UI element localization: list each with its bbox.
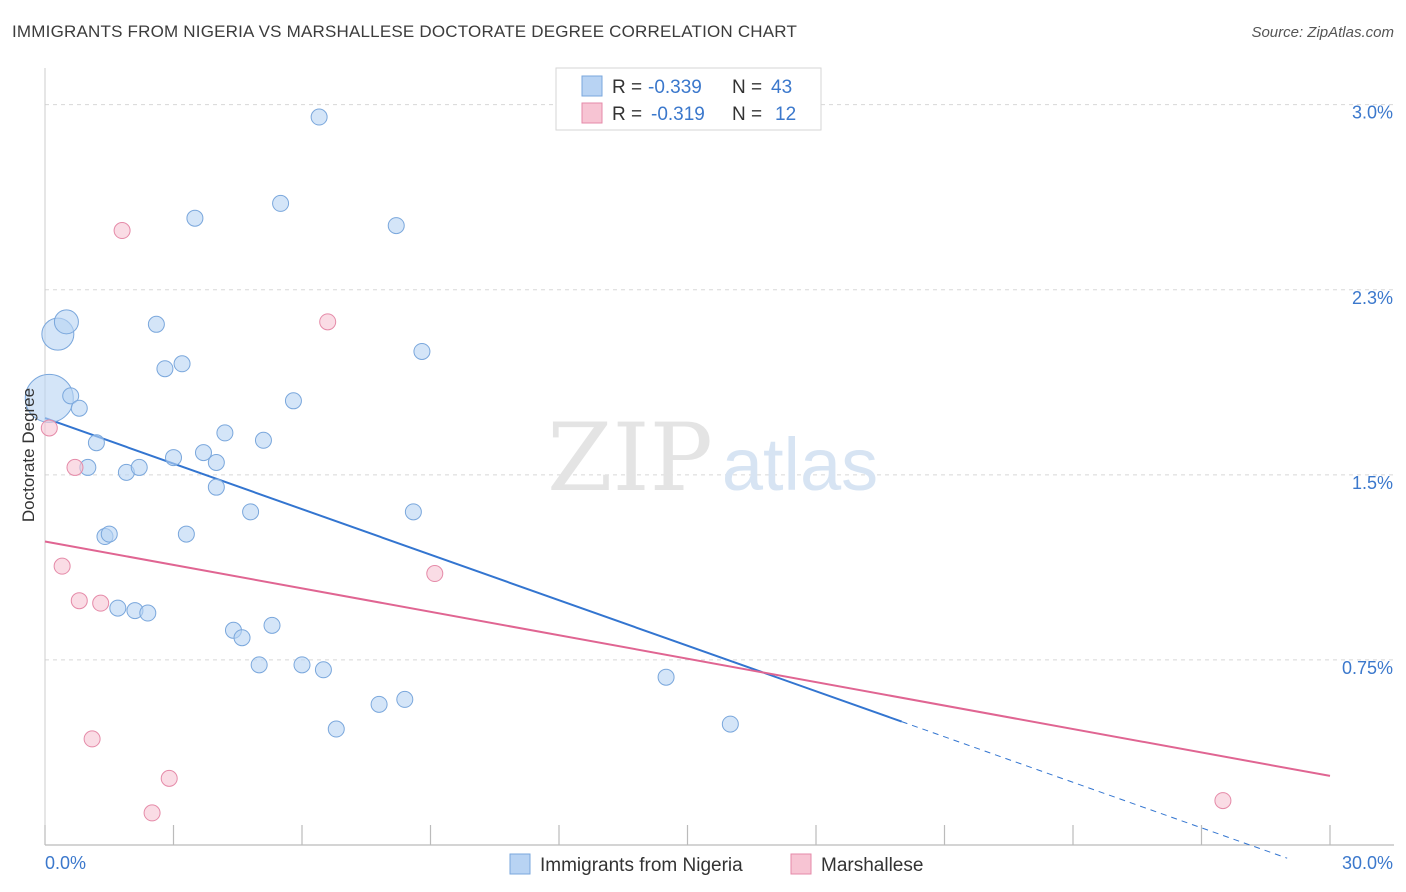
point-marshallese xyxy=(53,557,71,575)
point-nigeria xyxy=(233,629,251,647)
legend-r-label-marshallese: R = xyxy=(612,104,642,125)
point-nigeria xyxy=(87,434,105,452)
point-nigeria xyxy=(272,194,290,212)
legend-swatch-nigeria xyxy=(581,75,603,97)
legend-n-label-nigeria: N = xyxy=(732,77,762,98)
point-nigeria xyxy=(284,392,302,410)
point-nigeria xyxy=(139,604,157,622)
trend-line-nigeria-extension xyxy=(901,721,1288,859)
watermark-zip: ZIP xyxy=(547,404,713,513)
point-marshallese xyxy=(143,804,161,822)
point-nigeria xyxy=(100,525,118,543)
chart-title: IMMIGRANTS FROM NIGERIA VS MARSHALLESE D… xyxy=(12,22,798,41)
point-nigeria xyxy=(242,503,260,521)
point-nigeria xyxy=(207,454,225,471)
point-nigeria xyxy=(314,661,332,679)
point-nigeria xyxy=(263,616,281,634)
point-nigeria xyxy=(327,720,345,738)
data-points xyxy=(24,108,1232,822)
point-nigeria xyxy=(165,449,182,467)
point-nigeria xyxy=(173,355,191,373)
legend-swatch-marshallese xyxy=(581,102,603,124)
top-legend: R = -0.339 N = 43 R = -0.319 N = 12 xyxy=(555,67,822,131)
y-tick-label: 0.75% xyxy=(1342,658,1393,678)
trend-lines xyxy=(44,417,1331,859)
legend-n-value-nigeria: 43 xyxy=(771,77,792,98)
bottom-legend-swatch-nigeria xyxy=(509,853,531,875)
point-nigeria xyxy=(147,315,165,333)
y-axis-label: Doctorate Degree xyxy=(19,388,38,522)
watermark: ZIP atlas xyxy=(547,404,878,513)
y-tick-label: 2.3% xyxy=(1352,288,1393,308)
legend-r-value-nigeria: -0.339 xyxy=(648,77,702,98)
point-nigeria xyxy=(70,399,88,417)
y-tick-label: 1.5% xyxy=(1352,473,1393,493)
point-nigeria xyxy=(721,715,739,733)
point-nigeria xyxy=(207,478,225,496)
point-marshallese xyxy=(1214,792,1232,810)
grid-lines xyxy=(45,104,1394,661)
point-nigeria xyxy=(109,599,127,617)
legend-n-label-marshallese: N = xyxy=(732,104,762,125)
point-marshallese xyxy=(426,565,444,583)
x-tick-label: 30.0% xyxy=(1342,853,1393,873)
point-nigeria xyxy=(310,108,328,126)
watermark-atlas: atlas xyxy=(722,423,878,506)
y-tick-label: 3.0% xyxy=(1352,103,1393,123)
legend-n-value-marshallese: 12 xyxy=(775,104,796,125)
x-tick-label: 0.0% xyxy=(45,853,86,873)
bottom-legend-swatch-marshallese xyxy=(790,853,812,875)
point-nigeria xyxy=(177,525,195,543)
bottom-legend: Immigrants from Nigeria Marshallese xyxy=(509,853,923,876)
bottom-legend-label-marshallese: Marshallese xyxy=(821,855,923,876)
legend-r-value-marshallese: -0.319 xyxy=(651,104,705,125)
legend-r-label-nigeria: R = xyxy=(612,77,642,98)
point-nigeria xyxy=(130,458,148,476)
x-tick-labels: 0.0% 30.0% xyxy=(45,853,1393,873)
point-nigeria xyxy=(293,656,311,674)
y-tick-labels: 0.75% 1.5% 2.3% 3.0% xyxy=(1342,103,1393,678)
point-nigeria xyxy=(194,444,212,462)
point-nigeria xyxy=(250,656,268,674)
point-nigeria xyxy=(370,695,388,713)
point-nigeria xyxy=(657,668,675,686)
axes xyxy=(44,68,1394,846)
point-marshallese xyxy=(113,222,131,240)
point-nigeria xyxy=(186,209,204,227)
source-label: Source: ZipAtlas.com xyxy=(1251,24,1394,41)
point-nigeria xyxy=(216,424,234,442)
point-nigeria xyxy=(413,342,431,360)
point-marshallese xyxy=(319,313,337,331)
point-marshallese xyxy=(66,458,84,476)
point-nigeria xyxy=(396,690,414,708)
point-nigeria xyxy=(404,503,422,521)
point-nigeria xyxy=(387,217,405,235)
point-marshallese xyxy=(92,594,110,612)
point-nigeria xyxy=(53,309,79,335)
point-nigeria xyxy=(62,387,80,405)
point-marshallese xyxy=(70,592,88,610)
bottom-legend-label-nigeria: Immigrants from Nigeria xyxy=(540,855,743,876)
point-nigeria xyxy=(254,431,272,449)
point-nigeria xyxy=(156,360,174,378)
point-marshallese xyxy=(160,769,178,787)
point-marshallese xyxy=(83,730,101,748)
trend-line-marshallese xyxy=(44,540,1331,777)
point-marshallese xyxy=(40,419,58,437)
